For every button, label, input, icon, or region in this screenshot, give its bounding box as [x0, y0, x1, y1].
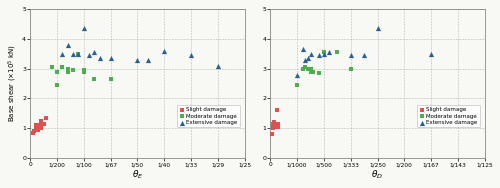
Extensive damage: [85, 54, 93, 57]
Y-axis label: Base shear ($\times$10$^5$ kN): Base shear ($\times$10$^5$ kN): [7, 45, 19, 122]
Slight damage: [272, 125, 280, 128]
Moderate damage: [334, 51, 342, 54]
Moderate damage: [58, 66, 66, 69]
Extensive damage: [301, 58, 309, 61]
Slight damage: [42, 116, 50, 119]
Extensive damage: [304, 57, 312, 60]
Moderate damage: [48, 66, 56, 69]
Extensive damage: [360, 54, 368, 57]
Extensive damage: [160, 49, 168, 52]
Slight damage: [32, 125, 40, 128]
Moderate damage: [80, 69, 88, 72]
Moderate damage: [320, 51, 328, 54]
Extensive damage: [293, 73, 301, 76]
Moderate damage: [314, 72, 322, 75]
Moderate damage: [106, 77, 114, 80]
Slight damage: [37, 127, 45, 130]
Slight damage: [32, 124, 40, 127]
Extensive damage: [64, 43, 72, 46]
X-axis label: $\theta_D$: $\theta_D$: [372, 169, 384, 181]
Extensive damage: [80, 27, 88, 30]
Extensive damage: [314, 54, 322, 57]
Moderate damage: [309, 70, 317, 73]
Legend: Slight damage, Moderate damage, Extensive damage: Slight damage, Moderate damage, Extensiv…: [176, 105, 240, 127]
Moderate damage: [304, 67, 312, 70]
Slight damage: [29, 131, 37, 134]
Slight damage: [40, 122, 48, 125]
Extensive damage: [427, 52, 435, 55]
Moderate damage: [69, 69, 77, 72]
Moderate damage: [64, 70, 72, 73]
Slight damage: [34, 124, 42, 127]
Slight damage: [270, 124, 278, 127]
Moderate damage: [306, 67, 314, 70]
Extensive damage: [320, 52, 328, 55]
Slight damage: [268, 133, 276, 136]
Moderate damage: [64, 67, 72, 70]
Extensive damage: [187, 54, 195, 57]
Slight damage: [269, 122, 277, 125]
Extensive damage: [214, 64, 222, 67]
Moderate damage: [53, 70, 61, 73]
Slight damage: [272, 124, 280, 127]
Extensive damage: [326, 51, 334, 54]
Slight damage: [37, 124, 45, 127]
Extensive damage: [306, 52, 314, 55]
Slight damage: [34, 128, 42, 131]
Moderate damage: [301, 66, 309, 69]
Extensive damage: [69, 52, 77, 55]
Extensive damage: [96, 57, 104, 60]
Moderate damage: [298, 67, 306, 70]
Slight damage: [269, 127, 277, 130]
Moderate damage: [90, 77, 98, 80]
Slight damage: [274, 122, 282, 125]
Slight damage: [30, 130, 38, 133]
Slight damage: [270, 121, 278, 124]
Extensive damage: [90, 51, 98, 54]
Extensive damage: [144, 58, 152, 61]
Slight damage: [32, 127, 40, 130]
Legend: Slight damage, Moderate damage, Extensive damage: Slight damage, Moderate damage, Extensiv…: [417, 105, 480, 127]
X-axis label: $\theta_E$: $\theta_E$: [132, 169, 143, 181]
Moderate damage: [74, 52, 82, 55]
Extensive damage: [74, 52, 82, 55]
Slight damage: [272, 122, 280, 125]
Extensive damage: [58, 52, 66, 55]
Slight damage: [37, 119, 45, 122]
Extensive damage: [346, 54, 354, 57]
Extensive damage: [106, 57, 114, 60]
Moderate damage: [346, 67, 354, 70]
Moderate damage: [293, 83, 301, 86]
Slight damage: [270, 124, 278, 127]
Moderate damage: [80, 70, 88, 73]
Extensive damage: [298, 48, 306, 51]
Slight damage: [274, 125, 282, 128]
Slight damage: [273, 109, 281, 112]
Extensive damage: [134, 58, 141, 61]
Moderate damage: [306, 70, 314, 73]
Extensive damage: [374, 27, 382, 30]
Moderate damage: [53, 83, 61, 86]
